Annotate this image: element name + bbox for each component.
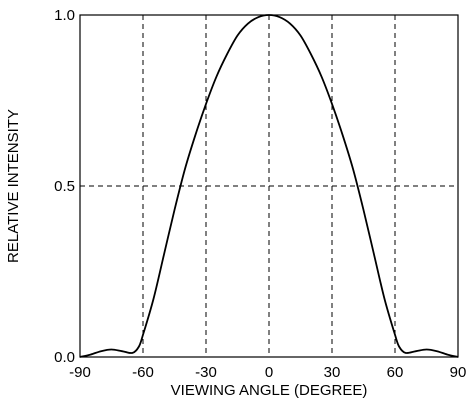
grid-layer [80, 15, 458, 357]
x-tick-label: 90 [450, 364, 467, 381]
y-tick-label: 1.0 [54, 7, 75, 24]
x-tick-label: 60 [387, 364, 404, 381]
x-axis-label: VIEWING ANGLE (DEGREE) [171, 382, 368, 399]
x-tick-label: -90 [69, 364, 91, 381]
y-axis-label: RELATIVE INTENSITY [5, 109, 22, 263]
intensity-curve [79, 14, 459, 358]
y-tick-labels: 0.0 0.5 1.0 [54, 7, 75, 366]
x-tick-labels: -90 -60 -30 0 30 60 90 [69, 364, 466, 381]
x-tick-label: 0 [265, 364, 273, 381]
y-tick-label: 0.0 [54, 349, 75, 366]
x-tick-label: -60 [132, 364, 154, 381]
x-tick-label: 30 [324, 364, 341, 381]
y-tick-label: 0.5 [54, 178, 75, 195]
x-tick-label: -30 [195, 364, 217, 381]
